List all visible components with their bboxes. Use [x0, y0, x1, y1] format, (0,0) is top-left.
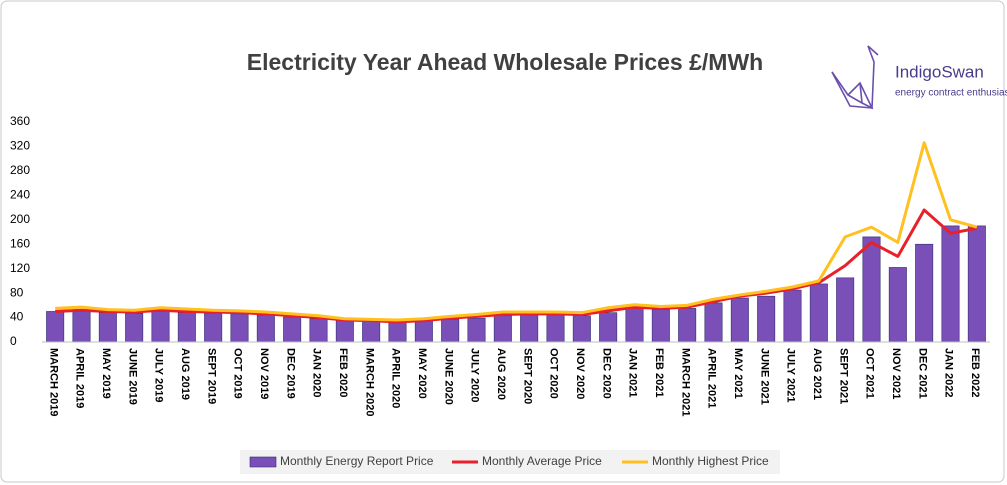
bar — [125, 312, 144, 343]
bar — [546, 314, 565, 343]
x-tick-label: MAY 2020 — [416, 348, 428, 399]
x-tick-label: FEB 2022 — [969, 348, 981, 398]
x-tick-label: NOV 2019 — [258, 348, 270, 399]
x-tick-label: APRIL 2021 — [706, 348, 718, 408]
bar — [757, 295, 776, 343]
y-tick-label: 280 — [10, 163, 30, 177]
y-tick-label: 320 — [10, 139, 30, 153]
x-tick-label: OCT 2019 — [232, 348, 244, 399]
bar — [335, 320, 354, 343]
x-tick-label: OCT 2021 — [864, 348, 876, 399]
x-tick-label: MARCH 2019 — [47, 348, 59, 416]
x-tick-label: JUNE 2020 — [442, 348, 454, 405]
x-tick-label: OCT 2020 — [548, 348, 560, 399]
bar — [967, 225, 986, 343]
bar — [309, 318, 328, 343]
x-tick-label: JAN 2020 — [311, 348, 323, 398]
bar — [809, 283, 828, 343]
bar — [362, 320, 381, 343]
x-tick-label: JULY 2019 — [153, 348, 165, 402]
y-tick-label: 120 — [10, 261, 30, 275]
x-tick-label: SEPT 2020 — [521, 348, 533, 404]
bar — [730, 297, 749, 343]
x-tick-label: DEC 2020 — [600, 348, 612, 399]
bar — [915, 243, 934, 343]
y-tick-label: 160 — [10, 236, 30, 250]
bar — [941, 225, 960, 343]
x-tick-label: JUNE 2019 — [126, 348, 138, 405]
x-tick-label: JAN 2022 — [943, 348, 955, 398]
bar — [388, 321, 407, 343]
bar — [230, 313, 249, 343]
y-tick-label: 240 — [10, 188, 30, 202]
x-tick-label: MARCH 2020 — [363, 348, 375, 416]
x-tick-label: JUNE 2021 — [758, 348, 770, 405]
x-tick-label: JULY 2020 — [469, 348, 481, 402]
x-tick-label: FEB 2021 — [653, 348, 665, 398]
bar — [98, 312, 117, 343]
bar — [283, 316, 302, 343]
x-tick-label: AUG 2020 — [495, 348, 507, 400]
x-tick-label: JULY 2021 — [785, 348, 797, 402]
y-tick-label: 360 — [10, 114, 30, 128]
bar — [625, 308, 644, 343]
logo-swan — [859, 82, 863, 104]
bar — [46, 311, 65, 343]
logo-tagline: energy contract enthusiasts — [895, 88, 1007, 99]
legend-box — [240, 450, 780, 474]
x-tick-label: DEC 2019 — [284, 348, 296, 399]
bar — [414, 320, 433, 343]
chart-title: Electricity Year Ahead Wholesale Prices … — [247, 49, 763, 75]
x-tick-label: JAN 2021 — [627, 348, 639, 398]
logo-name: IndigoSwan — [895, 62, 984, 81]
bar — [678, 308, 697, 343]
y-tick-label: 200 — [10, 212, 30, 226]
legend-swatch — [249, 456, 277, 468]
x-tick-label: FEB 2020 — [337, 348, 349, 398]
line — [55, 141, 978, 322]
bar — [520, 314, 539, 343]
x-tick-label: SEPT 2021 — [837, 348, 849, 404]
legend-label: Monthly Average Price — [482, 454, 602, 468]
x-tick-label: MAY 2019 — [100, 348, 112, 399]
bar — [493, 315, 512, 343]
x-tick-label: DEC 2021 — [916, 348, 928, 399]
logo — [831, 45, 879, 110]
line — [55, 208, 978, 324]
legend-label: Monthly Energy Report Price — [280, 454, 434, 468]
y-tick-label: 0 — [10, 334, 17, 348]
x-tick-label: NOV 2021 — [890, 348, 902, 399]
x-tick-label: APRIL 2019 — [74, 348, 86, 408]
bar — [204, 312, 223, 343]
bar — [72, 311, 91, 343]
bar — [836, 277, 855, 343]
bar — [651, 309, 670, 343]
bar — [256, 314, 275, 343]
x-tick-label: SEPT 2019 — [205, 348, 217, 404]
bar — [888, 267, 907, 343]
bar — [783, 289, 802, 343]
x-tick-label: NOV 2020 — [574, 348, 586, 399]
legend-label: Monthly Highest Price — [652, 454, 769, 468]
bar — [704, 302, 723, 343]
bar — [151, 311, 170, 343]
x-tick-label: AUG 2019 — [179, 348, 191, 400]
y-tick-label: 40 — [10, 310, 24, 324]
x-tick-label: MARCH 2021 — [679, 348, 691, 416]
bar — [572, 315, 591, 343]
x-tick-label: MAY 2021 — [732, 348, 744, 399]
bar — [862, 236, 881, 343]
bar — [441, 319, 460, 343]
bar — [599, 312, 618, 343]
x-tick-label: APRIL 2020 — [390, 348, 402, 408]
y-tick-label: 80 — [10, 285, 24, 299]
bar — [177, 312, 196, 343]
x-tick-label: AUG 2021 — [811, 348, 823, 400]
bar — [467, 317, 486, 343]
logo-swan — [831, 71, 874, 109]
